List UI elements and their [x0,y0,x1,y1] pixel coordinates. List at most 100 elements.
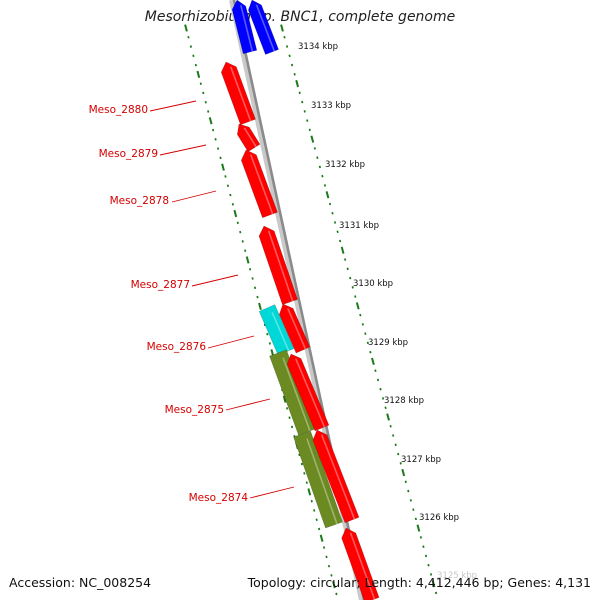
gene-label-Meso_2874[interactable]: Meso_2874 [189,492,249,504]
outer-tick [333,221,337,224]
scale-label: 3128 kbp [384,396,424,406]
gene-arrow-Meso_2877[interactable] [258,225,298,305]
inner-tick [208,117,213,125]
outer-tick [354,295,357,298]
inner-tick [319,534,324,542]
inner-tick [318,527,321,531]
outer-tick [394,443,397,447]
inner-tick [315,518,318,522]
outer-tick [412,508,415,511]
gene-arrow-Meso_2878[interactable] [240,149,278,219]
leader-line [149,100,197,112]
gene-arrow-Meso_2876b[interactable] [278,303,311,354]
outer-tick [369,350,372,354]
outer-tick [392,434,395,437]
gene-label-Meso_2880[interactable]: Meso_2880 [89,104,148,116]
gene-features[interactable] [220,0,380,600]
gene-arrow-next[interactable] [341,527,380,600]
outer-tick [285,45,289,48]
gene-arrow-Meso_2874b[interactable] [312,429,360,524]
gene-label-Meso_2878[interactable]: Meso_2878 [110,195,169,207]
inner-tick [214,138,217,141]
gene-box-Meso_2875-shine [282,357,311,432]
outer-tick [298,91,301,95]
gene-arrow-reverse[interactable] [248,0,279,55]
gene-box-Meso_2876-shine [271,312,290,352]
gene-arrow-Meso_2879-shine [243,127,257,148]
gene-arrow-Meso_2875b[interactable] [286,353,330,432]
inner-tick [327,564,331,568]
leader-line [249,486,295,499]
outer-tick [328,202,332,206]
inner-tick [256,295,259,299]
outer-tick [376,378,380,382]
outer-tick [306,119,309,122]
gene-arrow-next-shine [349,532,376,600]
outer-tick [416,524,421,532]
inner-tick [263,323,266,327]
outer-tick [290,63,294,67]
outer-tick [340,246,345,254]
gene-label-Meso_2876[interactable]: Meso_2876 [147,341,207,353]
gene-labels[interactable]: Meso_2880 Meso_2879 Meso_2878 Meso_2877 Meso… [89,104,249,504]
inner-tick [290,425,294,429]
gene-label-Meso_2877[interactable]: Meso_2877 [131,279,190,291]
gene-arrow-Meso_2875b-shine [295,358,326,428]
inner-tick [303,472,306,475]
inner-tick [219,156,222,160]
outer-tick [280,24,284,32]
inner-tick [202,91,205,95]
gene-label-Meso_2879[interactable]: Meso_2879 [99,148,158,160]
inner-tick [196,70,201,79]
inner-tick [282,395,287,403]
leader-line [159,144,207,156]
inner-tick [184,24,188,32]
outer-tick [344,258,347,261]
leader-line [191,274,239,287]
inner-tick [268,342,271,345]
outer-tick [349,276,352,280]
inner-tick [224,175,227,178]
outer-tick [366,341,369,345]
outer-tick [301,100,304,104]
outer-tick [295,79,300,88]
gene-arrow-reverse[interactable] [231,0,258,55]
inner-tick [322,546,326,549]
gene-box-Meso_2874-shine [306,438,338,525]
outer-tick [419,536,423,539]
inner-tick [212,128,215,132]
label-leaders [149,100,295,499]
inner-tick [204,100,207,104]
inner-tick [216,147,220,150]
inner-tick [325,555,328,559]
inner-tick [307,488,312,496]
outer-tick [351,286,354,289]
outer-tick [397,452,400,456]
scale-label: 3133 kbp [311,101,351,111]
inner-tick [332,581,336,589]
accession-text: Accession: NC_008254 [9,575,152,590]
inner-tick [310,499,313,503]
gene-arrow-Meso_2879[interactable] [236,123,261,153]
gene-arrow-Meso_2878-shine [249,154,274,215]
map-title: Mesorhizobium sp. BNC1, complete genome [144,9,456,25]
gene-arrow-reverse-shine [255,4,276,52]
gene-label-Meso_2875[interactable]: Meso_2875 [165,404,224,416]
genome-summary-text: Topology: circular; Length: 4,412,446 bp… [247,575,591,590]
outer-tick [374,369,377,372]
outer-tick [364,332,367,335]
outer-tick [338,239,342,243]
inner-tick [207,110,210,113]
outer-tick [429,573,433,576]
scale-label: 3129 kbp [368,338,408,348]
leader-line [207,335,255,349]
inner-tick [330,574,333,577]
outer-tick [336,230,339,234]
gene-arrow-Meso_2880[interactable] [220,61,256,126]
gene-box-Meso_2874[interactable] [293,430,343,529]
outer-tick [313,147,316,150]
scale-label: 3131 kbp [339,221,379,231]
inner-tick [258,302,262,310]
inner-tick [189,45,193,48]
